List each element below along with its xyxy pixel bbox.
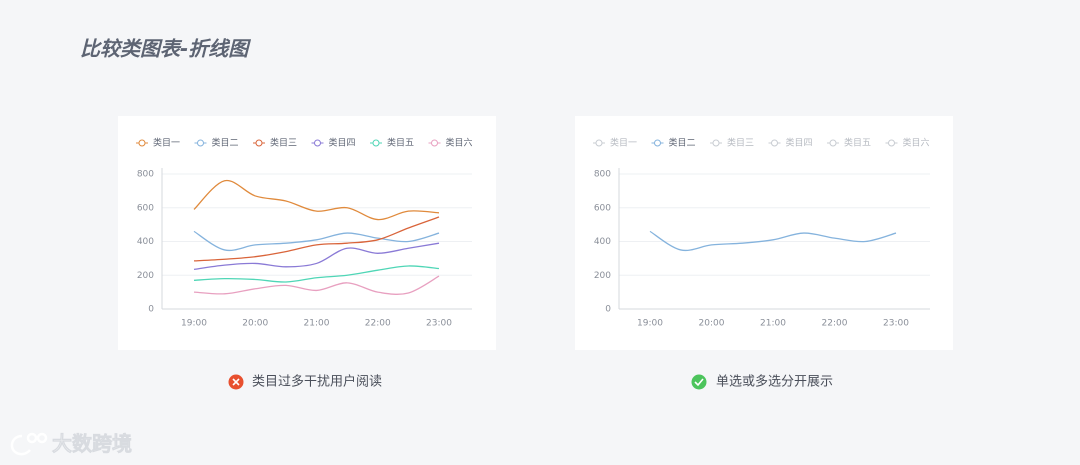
legend-label: 类目三 bbox=[270, 137, 297, 149]
legend-dot bbox=[712, 139, 720, 147]
y-tick-label: 800 bbox=[137, 170, 154, 180]
x-tick-label: 22:00 bbox=[365, 319, 391, 329]
caption: 单选或多选分开展示 bbox=[716, 374, 833, 390]
y-tick-label: 0 bbox=[148, 305, 154, 315]
y-tick-label: 400 bbox=[594, 237, 611, 247]
page-title: 比较类图表-折线图 bbox=[80, 37, 251, 61]
error-icon bbox=[228, 374, 244, 390]
series-line bbox=[193, 265, 440, 283]
series-line bbox=[193, 230, 440, 252]
series-line bbox=[193, 179, 440, 221]
legend-dot bbox=[431, 139, 438, 147]
legend-label: 类目四 bbox=[786, 137, 813, 149]
caption: 类目过多干扰用户阅读 bbox=[252, 374, 382, 390]
legend-dot bbox=[654, 139, 661, 147]
legend-dot bbox=[595, 139, 603, 147]
legend-label: 类目二 bbox=[212, 137, 239, 149]
legend-label: 类目三 bbox=[727, 137, 754, 149]
legend-label: 类目一 bbox=[610, 137, 637, 149]
series-line bbox=[193, 216, 440, 262]
legend-label: 类目二 bbox=[669, 137, 696, 149]
x-tick-label: 19:00 bbox=[181, 319, 207, 329]
y-tick-label: 200 bbox=[594, 271, 611, 281]
x-tick-label: 21:00 bbox=[760, 319, 786, 329]
x-tick-label: 21:00 bbox=[304, 319, 330, 329]
y-tick-label: 200 bbox=[137, 271, 154, 281]
y-tick-label: 0 bbox=[605, 305, 611, 315]
y-tick-label: 600 bbox=[137, 203, 154, 213]
check-icon bbox=[691, 374, 707, 390]
legend-dot bbox=[197, 139, 204, 147]
legend-label: 类目五 bbox=[844, 137, 871, 149]
legend-dot bbox=[372, 139, 380, 147]
y-tick-label: 600 bbox=[594, 203, 611, 213]
legend-dot bbox=[888, 139, 895, 147]
x-tick-label: 23:00 bbox=[426, 319, 452, 329]
legend-label: 类目五 bbox=[387, 137, 414, 149]
x-tick-label: 20:00 bbox=[242, 319, 268, 329]
y-tick-label: 400 bbox=[137, 237, 154, 247]
legend-dot bbox=[138, 139, 146, 147]
legend-label: 类目四 bbox=[329, 137, 356, 149]
card bbox=[118, 116, 496, 350]
card bbox=[575, 116, 953, 350]
legend-dot bbox=[255, 139, 263, 147]
x-tick-label: 20:00 bbox=[699, 319, 725, 329]
legend-dot bbox=[771, 139, 778, 147]
watermark: 大数跨境 bbox=[52, 432, 132, 456]
legend-dot bbox=[314, 139, 321, 147]
x-tick-label: 23:00 bbox=[883, 319, 909, 329]
series-line bbox=[193, 242, 440, 270]
series-line bbox=[649, 230, 897, 252]
legend-label: 类目六 bbox=[446, 137, 473, 149]
series-line bbox=[193, 275, 440, 295]
legend-label: 类目六 bbox=[903, 137, 930, 149]
legend-dot bbox=[829, 139, 837, 147]
x-tick-label: 22:00 bbox=[822, 319, 848, 329]
legend-label: 类目一 bbox=[153, 137, 180, 149]
y-tick-label: 800 bbox=[594, 170, 611, 180]
watermark-logo bbox=[10, 432, 48, 456]
x-tick-label: 19:00 bbox=[637, 319, 663, 329]
